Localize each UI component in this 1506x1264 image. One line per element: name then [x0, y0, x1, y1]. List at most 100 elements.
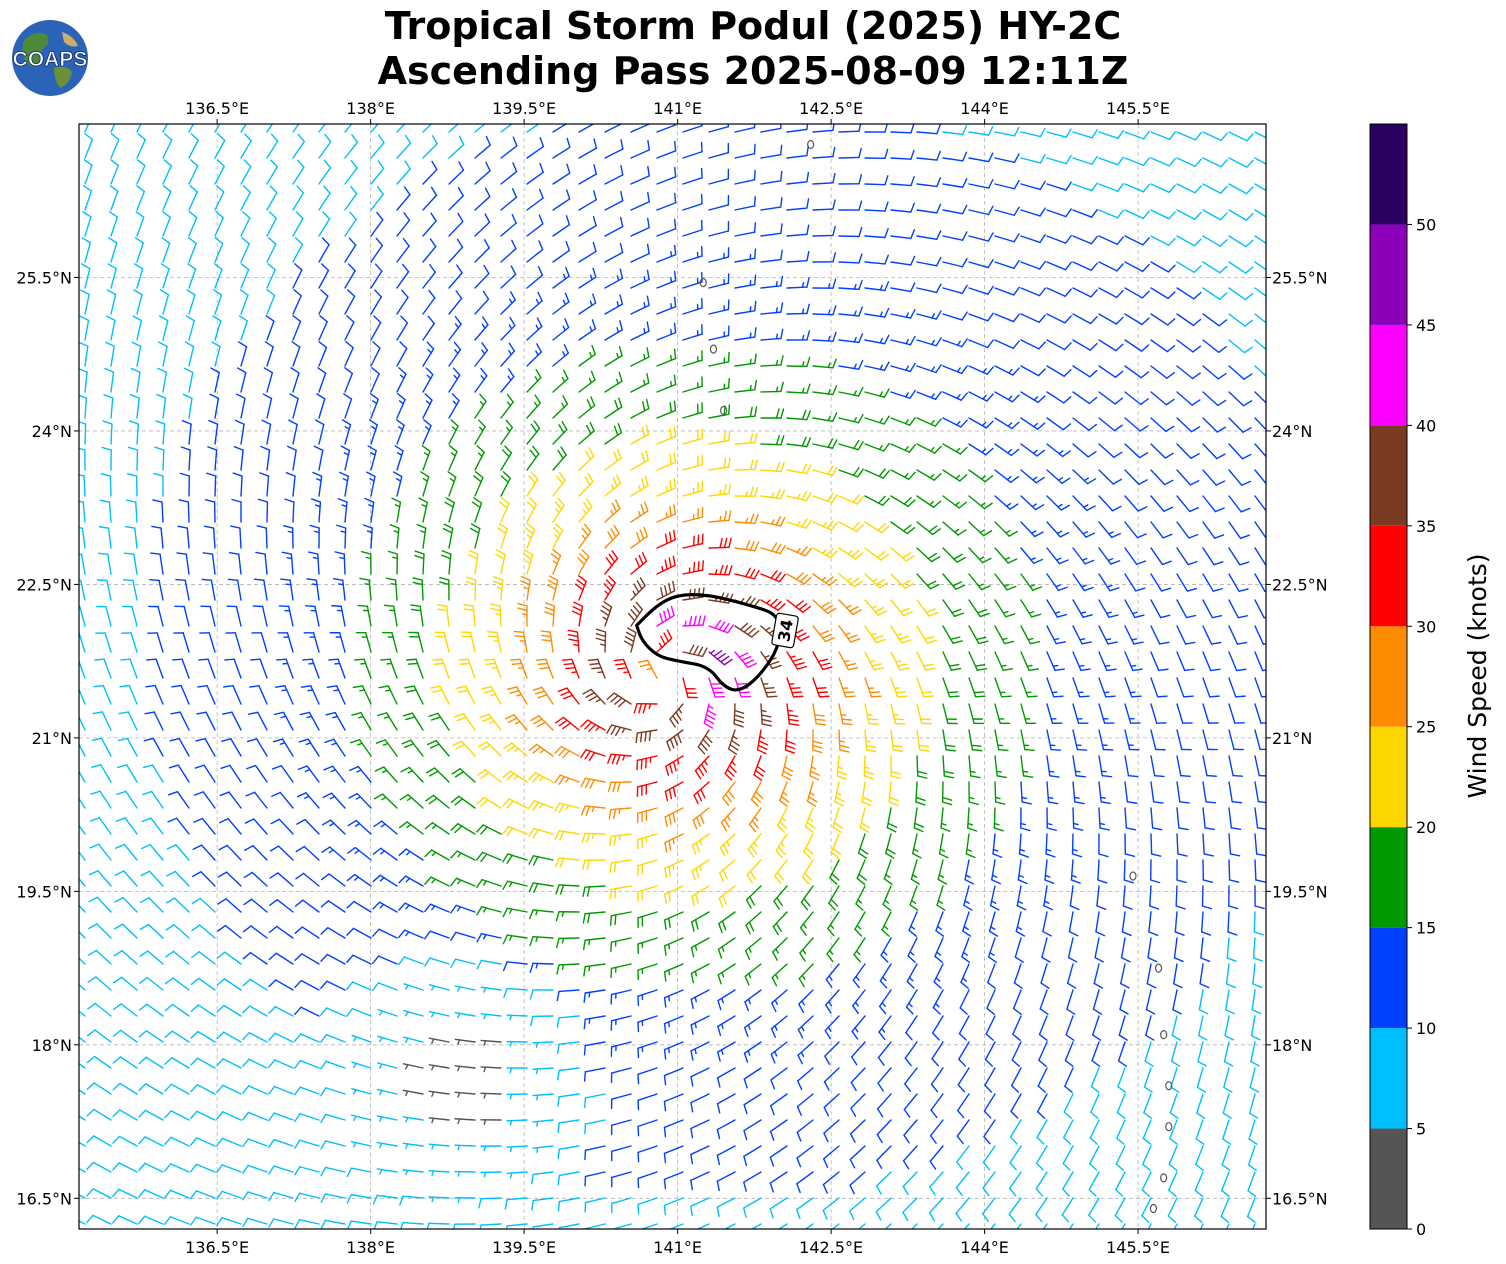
wind-barb — [734, 459, 758, 471]
barb-staff — [864, 729, 868, 751]
barb-staff — [500, 247, 517, 263]
barb-feather-full — [852, 494, 860, 503]
wind-barb — [734, 513, 759, 525]
barb-feather-full — [270, 818, 281, 825]
wind-barb — [578, 421, 595, 445]
barb-feather-full — [1075, 775, 1087, 778]
wind-barb — [760, 488, 786, 500]
barb-staff — [838, 130, 860, 133]
barb-feather-half — [822, 522, 827, 528]
barb-feather-full — [1039, 154, 1046, 164]
wind-barb — [994, 179, 1020, 190]
barb-feather-full — [1024, 748, 1035, 751]
barb-staff — [1150, 495, 1165, 512]
barb-staff — [610, 807, 632, 811]
barb-staff — [448, 272, 463, 289]
barb-staff — [526, 325, 543, 341]
barb-staff — [1098, 807, 1101, 829]
wind-barb — [122, 579, 138, 601]
wind-barb — [370, 211, 384, 237]
barb-staff — [753, 755, 762, 776]
barb-feather-half — [357, 742, 363, 746]
barb-feather-full — [791, 691, 803, 694]
barb-staff — [1176, 261, 1195, 273]
barb-feather-full — [517, 602, 528, 607]
barb-feather-full — [756, 748, 767, 755]
barb-feather-half — [879, 337, 883, 344]
barb-feather-half — [618, 834, 621, 841]
wind-barb — [513, 630, 528, 653]
barb-staff — [578, 379, 596, 393]
barb-feather-full — [432, 689, 443, 693]
barb-feather-full — [758, 740, 769, 746]
barb-feather-full — [1002, 668, 1014, 671]
barb-staff — [630, 433, 650, 445]
barb-feather-full — [480, 853, 488, 863]
barb-feather-half — [643, 276, 646, 283]
barb-feather-full — [1135, 587, 1146, 592]
barb-staff — [864, 235, 886, 239]
barb-feather-full — [528, 882, 534, 893]
barb-staff — [240, 371, 247, 393]
wind-barb — [119, 684, 138, 705]
barb-feather-half — [1053, 638, 1060, 641]
barb-staff — [110, 319, 116, 341]
wind-barb — [812, 573, 838, 587]
wind-barb — [169, 737, 190, 757]
barb-feather-full — [987, 179, 994, 189]
wind-barb — [108, 237, 118, 263]
barb-feather-full — [568, 638, 579, 642]
barb-feather-full — [806, 303, 810, 315]
barb-staff — [604, 631, 607, 653]
barb-feather-full — [307, 551, 319, 555]
barb-staff — [422, 424, 432, 445]
wind-barb — [92, 711, 112, 731]
barb-feather-full — [1064, 261, 1072, 271]
wind-barb — [1020, 287, 1046, 297]
barb-feather-full — [740, 695, 752, 698]
barb-feather-half — [763, 655, 770, 659]
barb-feather-full — [780, 275, 784, 287]
barb-staff — [1124, 235, 1144, 246]
wind-barb — [360, 550, 372, 575]
barb-feather-full — [666, 629, 673, 640]
barb-feather-full — [1137, 506, 1148, 512]
barb-feather-full — [1245, 186, 1254, 195]
wind-barb — [126, 472, 138, 497]
wind-barb — [734, 622, 760, 638]
barb-feather-full — [723, 431, 726, 443]
wind-barb — [656, 605, 675, 627]
barb-staff — [370, 167, 385, 185]
wind-barb — [1254, 573, 1266, 593]
barb-staff — [474, 579, 477, 601]
wind-barb — [344, 211, 357, 237]
wind-barb — [968, 417, 994, 429]
wind-barb — [916, 417, 942, 427]
wind-barb — [240, 159, 252, 185]
barb-feather-full — [922, 663, 934, 667]
barb-feather-full — [944, 744, 956, 748]
barb-staff — [590, 688, 606, 705]
barb-feather-full — [673, 270, 677, 282]
barb-staff — [370, 373, 380, 393]
barb-staff — [942, 625, 954, 644]
barb-feather-full — [424, 393, 433, 401]
barb-staff — [234, 632, 242, 653]
wind-barb — [890, 149, 915, 160]
barb-feather-full — [1245, 239, 1254, 248]
barb-staff — [160, 527, 164, 549]
barb-feather-full — [761, 718, 772, 723]
wind-barb — [203, 525, 216, 549]
barb-staff — [214, 217, 224, 237]
wind-barb — [760, 598, 786, 611]
barb-feather-full — [619, 320, 623, 331]
wind-barb — [79, 500, 86, 523]
wind-barb — [630, 501, 649, 523]
barb-staff — [916, 287, 938, 294]
barb-feather-full — [970, 775, 981, 779]
barb-feather-full — [639, 731, 643, 743]
barb-feather-full — [273, 711, 285, 716]
barb-feather-full — [350, 738, 361, 744]
wind-barb — [1020, 339, 1046, 350]
barb-feather-full — [484, 213, 491, 223]
